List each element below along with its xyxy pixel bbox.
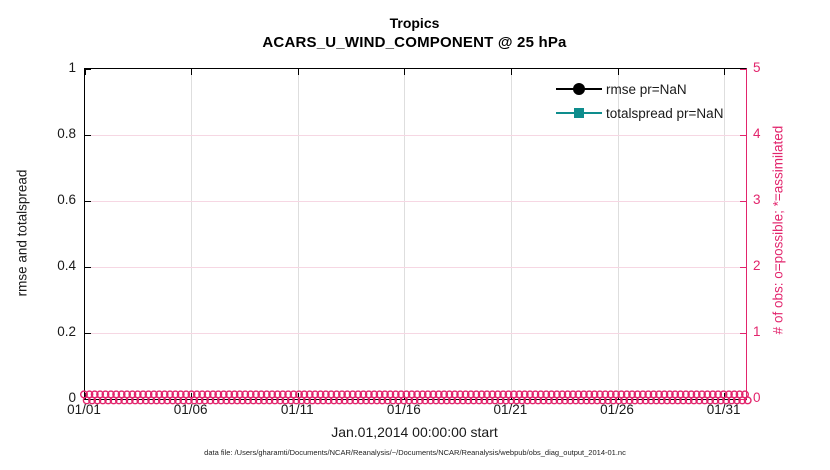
y-tick-label-left: 1	[68, 60, 76, 75]
x-tick-mark-top	[404, 69, 406, 75]
rmse-line-marker-icon	[556, 83, 602, 95]
y-tick-label-left: 0.4	[57, 258, 76, 273]
x-tick-label: 01/21	[493, 402, 528, 417]
y-tick-label-left: 0	[68, 390, 76, 405]
x-tick-mark-bottom	[617, 393, 619, 399]
legend: rmse pr=NaN totalspread pr=NaN	[556, 77, 723, 125]
y-tick-label-right: 4	[753, 126, 761, 141]
y-tick-mark-right	[740, 134, 746, 136]
x-tick-label: 01/11	[280, 402, 314, 417]
y-tick-mark-left	[85, 266, 91, 268]
grid-line-vertical	[724, 69, 726, 399]
y-tick-mark-left	[85, 200, 91, 202]
y-axis-right-label: # of obs: o=possible; *=assimilated	[770, 125, 786, 335]
x-tick-mark-top	[191, 69, 193, 75]
x-tick-mark-bottom	[510, 393, 512, 399]
grid-line-vertical	[297, 69, 299, 399]
x-tick-mark-bottom	[404, 393, 406, 399]
y-tick-mark-right	[740, 266, 746, 268]
x-tick-mark-bottom	[297, 393, 299, 399]
y-tick-mark-left	[85, 68, 91, 70]
grid-line-vertical	[510, 69, 512, 399]
chart-title-block: Tropics ACARS_U_WIND_COMPONENT @ 25 hPa	[84, 14, 745, 53]
x-tick-label: 01/31	[706, 402, 741, 417]
legend-label-rmse: rmse pr=NaN	[606, 81, 687, 97]
x-tick-label: 01/01	[67, 402, 101, 417]
y-tick-label-right: 3	[753, 192, 761, 207]
grid-line-horizontal	[85, 200, 746, 202]
y-tick-mark-right	[740, 68, 746, 70]
y-tick-label-left: 0.2	[57, 324, 76, 339]
y-tick-label-right: 2	[753, 258, 761, 273]
legend-item-totalspread: totalspread pr=NaN	[556, 101, 723, 125]
grid-line-vertical	[617, 69, 619, 399]
legend-item-rmse: rmse pr=NaN	[556, 77, 723, 101]
grid-line-horizontal	[85, 332, 746, 334]
grid-line-vertical	[404, 69, 406, 399]
grid-line-horizontal	[85, 134, 746, 136]
x-tick-label: 01/26	[600, 402, 634, 417]
x-tick-label: 01/16	[386, 402, 421, 417]
x-tick-mark-bottom	[724, 393, 726, 399]
y-tick-label-right: 5	[753, 60, 761, 75]
y-tick-mark-left	[85, 398, 91, 400]
legend-label-totalspread: totalspread pr=NaN	[606, 105, 724, 121]
y-tick-mark-right	[740, 200, 746, 202]
y-tick-label-right: 0	[753, 390, 761, 405]
x-tick-mark-bottom	[191, 393, 193, 399]
y-tick-mark-left	[85, 134, 91, 136]
y-tick-mark-right	[740, 332, 746, 334]
y-axis-left-label: rmse and totalspread	[14, 169, 30, 297]
x-tick-mark-top	[297, 69, 299, 75]
x-axis-label: Jan.01,2014 00:00:00 start	[331, 424, 498, 440]
x-tick-mark-top	[724, 69, 726, 75]
y-tick-mark-left	[85, 332, 91, 334]
x-tick-mark-top	[617, 69, 619, 75]
x-tick-mark-top	[84, 69, 86, 75]
y-tick-label-left: 0.6	[57, 192, 76, 207]
y-tick-label-left: 0.8	[57, 126, 76, 141]
x-tick-mark-top	[510, 69, 512, 75]
region-title: Tropics	[389, 15, 440, 31]
plot-area	[84, 68, 747, 400]
grid-line-vertical	[191, 69, 193, 399]
totalspread-line-marker-icon	[556, 107, 602, 119]
y-tick-mark-right	[740, 398, 746, 400]
datafile-footnote: data file: /Users/gharamti/Documents/NCA…	[204, 448, 626, 457]
variable-title: ACARS_U_WIND_COMPONENT @ 25 hPa	[262, 33, 567, 51]
grid-line-horizontal	[85, 266, 746, 268]
x-tick-label: 01/06	[173, 402, 208, 417]
y-tick-label-right: 1	[753, 324, 761, 339]
